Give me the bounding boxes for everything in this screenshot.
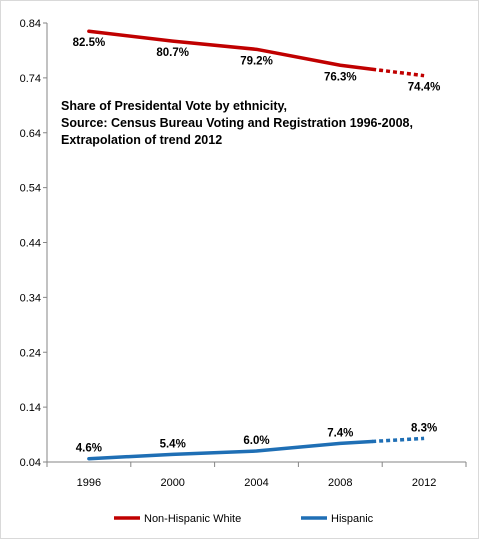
series-line-dashed [371, 67, 425, 78]
y-tick-label: 0.34 [20, 292, 41, 304]
data-labels: 82.5% 80.7% 79.2% 76.3% 74.4% 4.6% 5.4% 6.0% 7.4… [73, 37, 441, 454]
y-tick-label: 0.24 [20, 347, 41, 359]
y-tick-label: 0.04 [20, 457, 41, 469]
data-label: 80.7% [156, 47, 189, 59]
data-label: 79.2% [240, 55, 273, 67]
y-tick-label: 0.74 [20, 73, 41, 85]
data-label: 6.0% [243, 435, 269, 447]
x-tick-label: 2004 [244, 477, 268, 489]
chart-annotation: Share of Presidental Vote by ethnicity, S… [61, 99, 413, 147]
legend: Non-Hispanic White Hispanic [114, 513, 374, 525]
data-label: 4.6% [76, 443, 102, 455]
annotation-line: Extrapolation of trend 2012 [61, 133, 222, 147]
data-label: 7.4% [327, 427, 353, 439]
series-line-dashed [372, 436, 425, 444]
data-label: 74.4% [408, 82, 441, 94]
series-line-solid [87, 29, 374, 71]
x-tick-label: 2000 [160, 477, 184, 489]
annotation-line: Source: Census Bureau Voting and Registr… [61, 116, 413, 130]
y-tick-label: 0.64 [20, 128, 41, 140]
y-tick-label: 0.84 [20, 18, 41, 30]
y-tick-label: 0.54 [20, 183, 41, 195]
data-label: 8.3% [411, 422, 437, 434]
series-line-solid [87, 439, 374, 461]
axes: 0.84 0.74 0.64 0.54 0.44 0.34 0.24 0.14 0.04 1996… [20, 18, 467, 489]
x-tick-label: 1996 [77, 477, 101, 489]
x-tick-label: 2008 [328, 477, 352, 489]
data-label: 76.3% [324, 71, 357, 83]
data-label: 5.4% [160, 438, 186, 450]
y-tick-label: 0.44 [20, 238, 41, 250]
series-layer [87, 29, 425, 461]
y-tick-label: 0.14 [20, 402, 41, 414]
legend-label: Non-Hispanic White [144, 513, 241, 525]
annotation-line: Share of Presidental Vote by ethnicity, [61, 99, 287, 113]
data-label: 82.5% [73, 37, 106, 49]
legend-label: Hispanic [331, 513, 374, 525]
x-tick-label: 2012 [412, 477, 436, 489]
